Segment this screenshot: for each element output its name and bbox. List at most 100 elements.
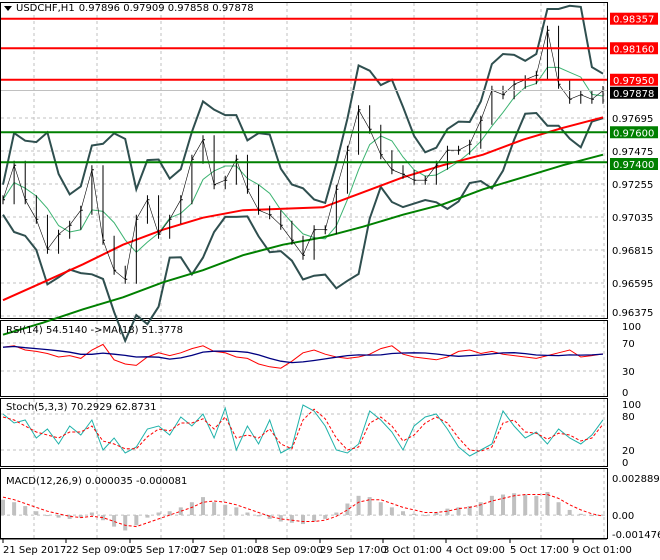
level-label-bg: [610, 12, 658, 25]
macd-hist-bar: [112, 515, 117, 527]
price-axis-label: 0.97035: [612, 213, 653, 224]
macd-hist-bar: [467, 506, 472, 516]
stoch-axis-label: 0: [622, 458, 628, 469]
rsi-axis-label: 0: [622, 388, 628, 399]
rsi-axis-label: 100: [622, 322, 641, 333]
ohlc-label: 0.97896 0.97909 0.97858 0.97878: [78, 3, 254, 14]
macd-hist-bar: [578, 513, 583, 516]
x-tick-label: 9 Oct 01:00: [573, 545, 632, 556]
macd-hist-bar: [256, 515, 261, 517]
macd-hist-bar: [67, 515, 72, 519]
x-tick-label: 21 Sep 2017: [3, 545, 66, 556]
rsi-axis-label: 70: [622, 339, 635, 350]
macd-hist-bar: [534, 495, 539, 516]
macd-axis-label: 0.00: [612, 511, 634, 522]
macd-hist-bar: [201, 497, 205, 516]
x-tick-label: 28 Sep 09:00: [256, 545, 323, 556]
macd-signal-line: [2, 494, 604, 528]
price-axis-label: 0.96815: [612, 246, 653, 257]
macd-hist-bar: [56, 515, 61, 518]
macd-hist-bar: [167, 511, 172, 516]
stoch-main-line: [2, 404, 604, 457]
macd-hist-bar: [156, 512, 161, 516]
macd-hist-bar: [378, 502, 383, 516]
ma-fast-line: [2, 116, 604, 302]
macd-hist-bar: [512, 493, 517, 516]
rsi-title: RSI(14) 54.5140 ->MA(18) 51.3778: [6, 325, 183, 336]
level-label-resistance: 0.98357: [613, 15, 654, 26]
level-label-current: 0.97878: [613, 89, 654, 100]
stoch-title: Stoch(5,3,3) 70.2929 62.8731: [6, 402, 157, 413]
macd-hist-bar: [301, 515, 305, 525]
macd-hist-bar: [556, 502, 561, 516]
macd-hist-bar: [1, 499, 5, 516]
close-line: [2, 30, 604, 280]
level-label-bg: [610, 86, 658, 99]
price-axis-label: 0.96595: [612, 279, 653, 290]
level-label-support: 0.97400: [613, 160, 654, 171]
dropdown-triangle-icon[interactable]: [4, 6, 12, 11]
macd-hist-bar: [34, 511, 39, 516]
macd-hist-bar: [12, 502, 17, 516]
macd-hist-bar: [278, 515, 283, 522]
macd-hist-bar: [245, 512, 250, 516]
macd-hist-bar: [423, 515, 428, 517]
macd-hist-bar: [178, 507, 183, 516]
macd-hist-bar: [456, 507, 461, 516]
symbol-label: USDCHF,H1: [16, 3, 75, 14]
macd-hist-bar: [589, 515, 594, 517]
macd-hist-bar: [45, 515, 50, 517]
macd-hist-bar: [334, 512, 339, 516]
macd-hist-bar: [312, 515, 317, 522]
stoch-signal-line: [2, 408, 604, 452]
stoch-axis-label: 20: [622, 446, 635, 457]
macd-hist-bar: [489, 495, 494, 516]
macd-hist-bar: [89, 512, 94, 516]
macd-hist-bar: [523, 494, 528, 516]
bollinger-lower: [2, 111, 604, 344]
macd-hist-bar: [412, 513, 417, 516]
x-tick-label: 4 Oct 09:00: [446, 545, 505, 556]
macd-hist-bar: [323, 515, 328, 519]
macd-hist-bar: [189, 502, 194, 516]
macd-hist-bar: [212, 502, 217, 516]
macd-hist-bar: [101, 515, 105, 521]
macd-hist-bar: [78, 515, 83, 518]
macd-title: MACD(12,26,9) 0.000035 -0.000081: [6, 476, 187, 487]
macd-axis-label: 0.002889: [612, 474, 660, 485]
macd-hist-bar: [145, 515, 150, 518]
macd-hist-bar: [289, 515, 294, 523]
macd-hist-bar: [445, 508, 450, 516]
macd-hist-bar: [234, 507, 239, 516]
macd-hist-bar: [401, 511, 405, 516]
macd-hist-bar: [134, 515, 139, 526]
stoch-axis-label: 100: [622, 400, 641, 411]
macd-hist-bar: [389, 507, 394, 516]
macd-hist-bar: [223, 504, 228, 516]
panel-frame-0: [0, 2, 608, 319]
rsi-ma-line: [2, 345, 604, 364]
macd-hist-bar: [567, 509, 572, 516]
level-label-resistance: 0.98160: [613, 44, 654, 55]
level-label-resistance: 0.97950: [613, 76, 654, 87]
macd-hist-bar: [478, 502, 483, 516]
macd-hist-bar: [501, 494, 505, 516]
macd-hist-bar: [345, 503, 350, 516]
macd-hist-bar: [356, 495, 361, 516]
rsi-axis-label: 30: [622, 367, 635, 378]
level-label-bg: [610, 73, 658, 86]
panel-frame-1: [0, 320, 608, 397]
bollinger-upper: [2, 4, 604, 205]
panel-frame-3: [0, 468, 608, 539]
macd-hist-bar: [434, 512, 439, 516]
macd-hist-bar: [123, 515, 128, 531]
macd-axis-label: -0.001476: [612, 530, 660, 541]
price-axis-label: 0.97475: [612, 147, 653, 158]
x-tick-label: 5 Oct 17:00: [510, 545, 569, 556]
level-label-bg: [610, 42, 658, 55]
level-label-support: 0.97600: [613, 128, 654, 139]
x-tick-label: 25 Sep 17:00: [130, 545, 197, 556]
x-tick-label: 3 Oct 01:00: [383, 545, 442, 556]
